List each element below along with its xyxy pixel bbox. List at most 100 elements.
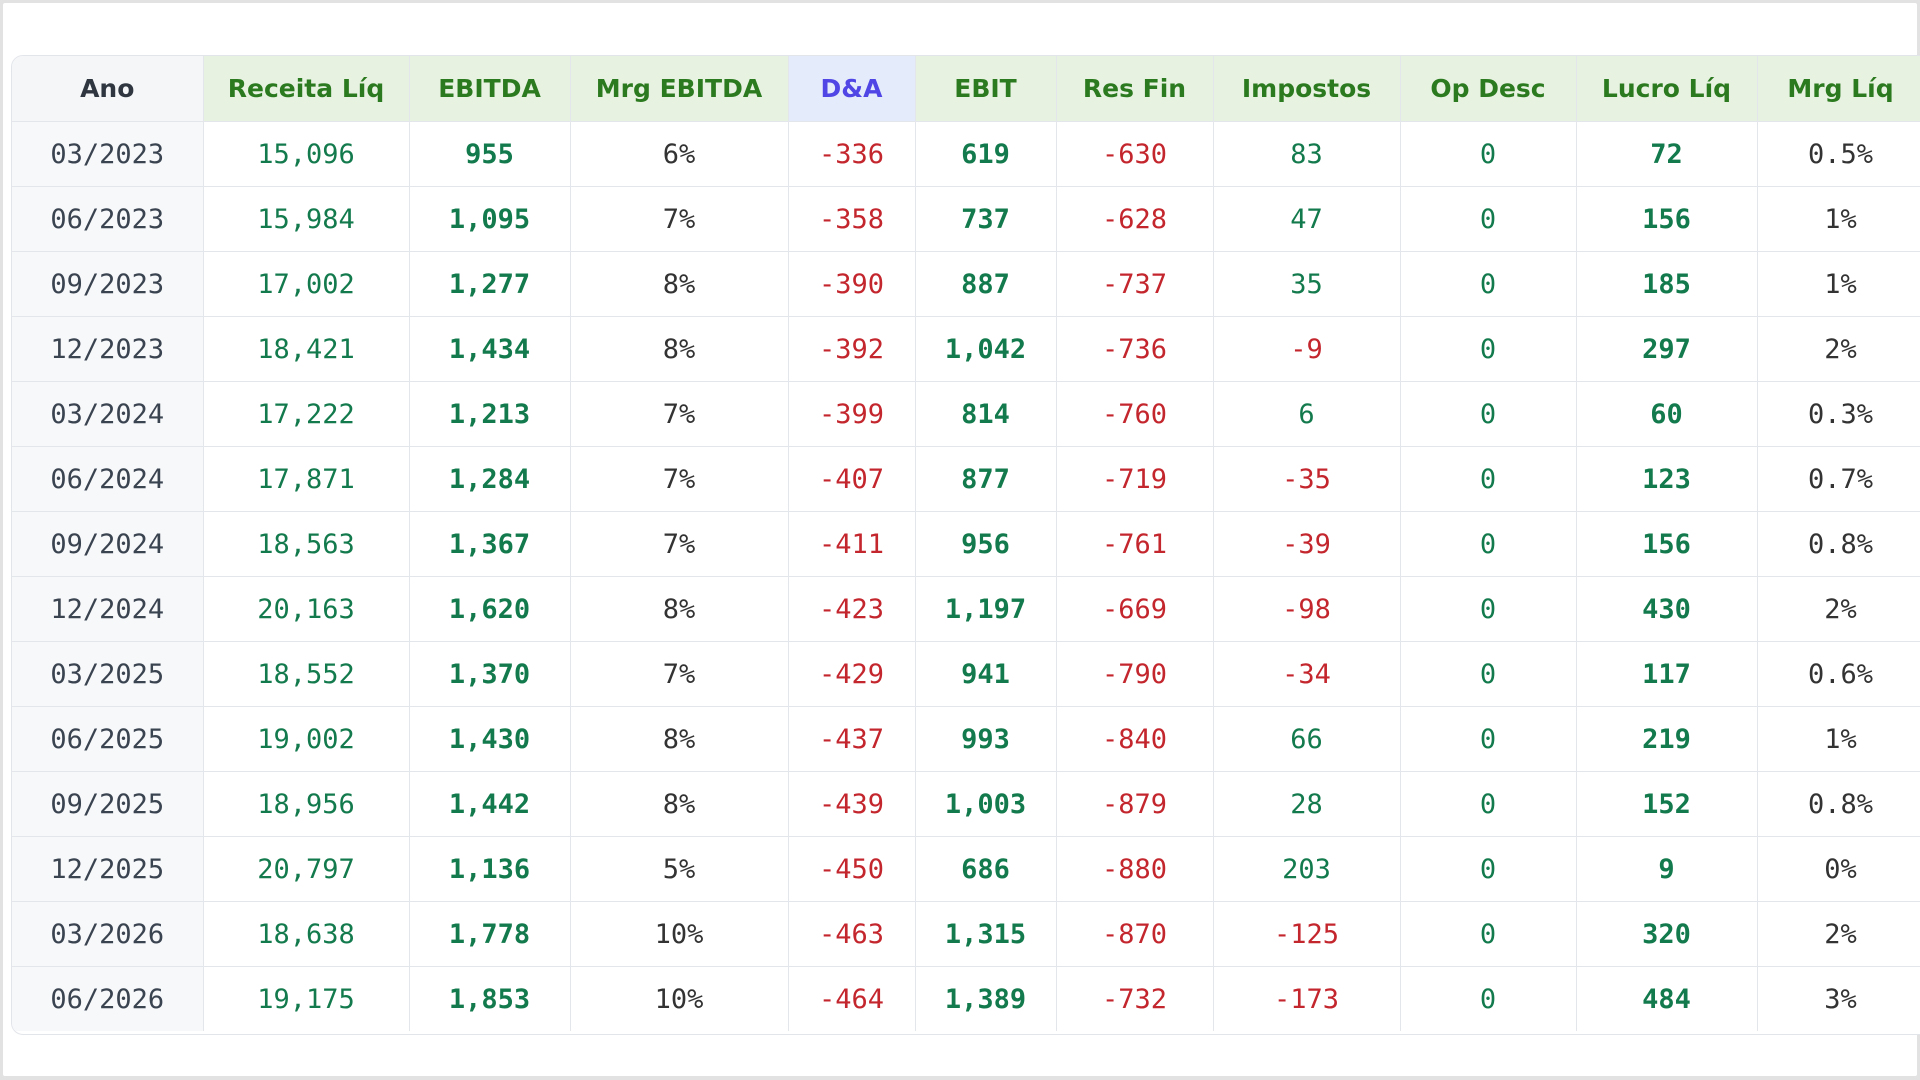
cell-res-fin: -760 bbox=[1056, 381, 1214, 447]
cell-ano: 09/2025 bbox=[12, 771, 204, 837]
cell-op-desc: 0 bbox=[1400, 641, 1577, 707]
header-ebit[interactable]: EBIT bbox=[915, 56, 1057, 122]
cell-op-desc: 0 bbox=[1400, 771, 1577, 837]
cell-ano: 12/2024 bbox=[12, 576, 204, 642]
cell-mrg-ebitda: 7% bbox=[570, 641, 789, 707]
cell-ebitda: 1,213 bbox=[409, 381, 571, 447]
cell-mrg-ebitda: 10% bbox=[570, 966, 789, 1031]
financial-table-container: Ano Receita Líq EBITDA Mrg EBITDA D&A EB… bbox=[11, 55, 1920, 1035]
table-row: 09/2025 18,956 1,442 8% -439 1,003 -879 28 0 152 0… bbox=[12, 771, 1920, 837]
cell-ano: 09/2023 bbox=[12, 251, 204, 317]
cell-lucro-liq: 117 bbox=[1576, 641, 1758, 707]
cell-ebit: 619 bbox=[915, 121, 1057, 187]
cell-mrg-ebitda: 8% bbox=[570, 706, 789, 772]
cell-res-fin: -840 bbox=[1056, 706, 1214, 772]
header-op-desc[interactable]: Op Desc bbox=[1400, 56, 1577, 122]
cell-da: -450 bbox=[788, 836, 916, 902]
cell-lucro-liq: 60 bbox=[1576, 381, 1758, 447]
cell-op-desc: 0 bbox=[1400, 966, 1577, 1031]
cell-da: -390 bbox=[788, 251, 916, 317]
cell-lucro-liq: 430 bbox=[1576, 576, 1758, 642]
cell-da: -336 bbox=[788, 121, 916, 187]
cell-ano: 06/2023 bbox=[12, 186, 204, 252]
cell-ebit: 1,003 bbox=[915, 771, 1057, 837]
table-row: 09/2024 18,563 1,367 7% -411 956 -761 -39 0 156 0.… bbox=[12, 511, 1920, 577]
cell-ano: 03/2023 bbox=[12, 121, 204, 187]
cell-mrg-liq: 0.6% bbox=[1757, 641, 1920, 707]
header-impostos[interactable]: Impostos bbox=[1213, 56, 1401, 122]
cell-receita-liq: 17,871 bbox=[203, 446, 410, 512]
cell-ebit: 1,315 bbox=[915, 901, 1057, 967]
cell-mrg-liq: 0% bbox=[1757, 836, 1920, 902]
cell-op-desc: 0 bbox=[1400, 251, 1577, 317]
cell-res-fin: -628 bbox=[1056, 186, 1214, 252]
cell-lucro-liq: 123 bbox=[1576, 446, 1758, 512]
cell-mrg-liq: 1% bbox=[1757, 186, 1920, 252]
header-mrg-liq[interactable]: Mrg Líq bbox=[1757, 56, 1920, 122]
cell-lucro-liq: 297 bbox=[1576, 316, 1758, 382]
cell-da: -358 bbox=[788, 186, 916, 252]
cell-ano: 12/2025 bbox=[12, 836, 204, 902]
table-row: 03/2023 15,096 955 6% -336 619 -630 83 0 72 0.5% bbox=[12, 121, 1920, 187]
cell-da: -423 bbox=[788, 576, 916, 642]
cell-mrg-liq: 0.8% bbox=[1757, 771, 1920, 837]
cell-ebitda: 1,778 bbox=[409, 901, 571, 967]
cell-impostos: -9 bbox=[1213, 316, 1401, 382]
cell-mrg-ebitda: 7% bbox=[570, 186, 789, 252]
cell-mrg-liq: 2% bbox=[1757, 901, 1920, 967]
cell-da: -392 bbox=[788, 316, 916, 382]
cell-receita-liq: 18,421 bbox=[203, 316, 410, 382]
cell-mrg-ebitda: 7% bbox=[570, 511, 789, 577]
header-da[interactable]: D&A bbox=[788, 56, 916, 122]
cell-op-desc: 0 bbox=[1400, 706, 1577, 772]
cell-op-desc: 0 bbox=[1400, 836, 1577, 902]
cell-impostos: 35 bbox=[1213, 251, 1401, 317]
cell-res-fin: -736 bbox=[1056, 316, 1214, 382]
cell-ebit: 877 bbox=[915, 446, 1057, 512]
cell-ebitda: 1,430 bbox=[409, 706, 571, 772]
cell-ebit: 1,042 bbox=[915, 316, 1057, 382]
cell-impostos: 203 bbox=[1213, 836, 1401, 902]
cell-mrg-ebitda: 8% bbox=[570, 316, 789, 382]
cell-op-desc: 0 bbox=[1400, 511, 1577, 577]
cell-mrg-ebitda: 10% bbox=[570, 901, 789, 967]
cell-mrg-liq: 2% bbox=[1757, 316, 1920, 382]
cell-res-fin: -879 bbox=[1056, 771, 1214, 837]
cell-receita-liq: 18,552 bbox=[203, 641, 410, 707]
table-row: 12/2024 20,163 1,620 8% -423 1,197 -669 -98 0 430… bbox=[12, 576, 1920, 642]
cell-receita-liq: 17,002 bbox=[203, 251, 410, 317]
cell-mrg-ebitda: 8% bbox=[570, 251, 789, 317]
cell-mrg-ebitda: 7% bbox=[570, 446, 789, 512]
cell-mrg-ebitda: 8% bbox=[570, 771, 789, 837]
cell-da: -437 bbox=[788, 706, 916, 772]
cell-ano: 09/2024 bbox=[12, 511, 204, 577]
financial-table: Ano Receita Líq EBITDA Mrg EBITDA D&A EB… bbox=[12, 56, 1920, 1031]
cell-ano: 03/2026 bbox=[12, 901, 204, 967]
cell-ebitda: 1,284 bbox=[409, 446, 571, 512]
header-receita-liq[interactable]: Receita Líq bbox=[203, 56, 410, 122]
header-res-fin[interactable]: Res Fin bbox=[1056, 56, 1214, 122]
cell-da: -429 bbox=[788, 641, 916, 707]
cell-op-desc: 0 bbox=[1400, 381, 1577, 447]
cell-ebit: 814 bbox=[915, 381, 1057, 447]
table-header-row: Ano Receita Líq EBITDA Mrg EBITDA D&A EB… bbox=[12, 56, 1920, 122]
table-row: 06/2024 17,871 1,284 7% -407 877 -719 -35 0 123 0.… bbox=[12, 446, 1920, 512]
table-row: 06/2026 19,175 1,853 10% -464 1,389 -732 -173 0 4… bbox=[12, 966, 1920, 1031]
cell-mrg-ebitda: 6% bbox=[570, 121, 789, 187]
cell-ebitda: 1,370 bbox=[409, 641, 571, 707]
cell-ebitda: 1,853 bbox=[409, 966, 571, 1031]
cell-impostos: 47 bbox=[1213, 186, 1401, 252]
cell-receita-liq: 17,222 bbox=[203, 381, 410, 447]
cell-da: -399 bbox=[788, 381, 916, 447]
cell-receita-liq: 20,797 bbox=[203, 836, 410, 902]
header-lucro-liq[interactable]: Lucro Líq bbox=[1576, 56, 1758, 122]
cell-da: -411 bbox=[788, 511, 916, 577]
cell-res-fin: -790 bbox=[1056, 641, 1214, 707]
cell-res-fin: -732 bbox=[1056, 966, 1214, 1031]
cell-impostos: -125 bbox=[1213, 901, 1401, 967]
cell-da: -439 bbox=[788, 771, 916, 837]
header-ebitda[interactable]: EBITDA bbox=[409, 56, 571, 122]
header-mrg-ebitda[interactable]: Mrg EBITDA bbox=[570, 56, 789, 122]
header-ano[interactable]: Ano bbox=[12, 56, 204, 122]
cell-lucro-liq: 72 bbox=[1576, 121, 1758, 187]
